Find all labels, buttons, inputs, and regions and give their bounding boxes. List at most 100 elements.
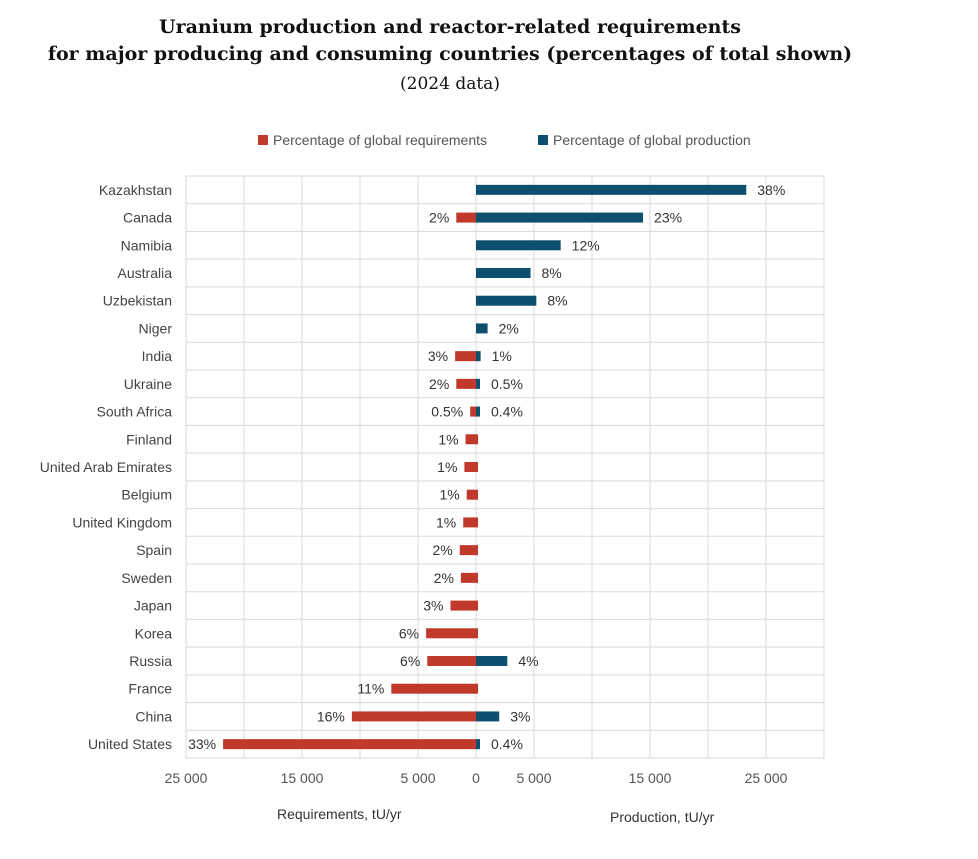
bar-requirements — [426, 628, 478, 639]
data-label-requirements: 0.5% — [431, 404, 463, 420]
category-label: Russia — [129, 653, 172, 669]
bar-production — [476, 378, 480, 389]
data-label-requirements: 1% — [439, 487, 459, 503]
data-label-requirements: 2% — [433, 542, 453, 558]
category-label: United Arab Emirates — [40, 459, 172, 475]
data-label-production: 1% — [492, 348, 512, 364]
data-label-requirements: 2% — [429, 210, 449, 226]
x-tick-label: 15 000 — [629, 770, 672, 786]
x-tick-label: 25 000 — [745, 770, 788, 786]
legend-item-requirements: Percentage of global requirements — [258, 132, 487, 148]
bar-requirements — [470, 406, 478, 417]
data-label-requirements: 6% — [400, 653, 420, 669]
data-label-production: 0.4% — [491, 736, 523, 752]
legend-swatch-production — [538, 135, 548, 145]
data-label-requirements: 3% — [428, 348, 448, 364]
category-label: United Kingdom — [72, 514, 172, 530]
category-label: Belgium — [121, 487, 172, 503]
data-label-production: 4% — [518, 653, 538, 669]
category-label: South Africa — [97, 404, 173, 420]
bar-production — [476, 406, 480, 417]
legend-label-production: Percentage of global production — [553, 132, 751, 148]
data-label-requirements: 16% — [317, 708, 345, 724]
x-axis-title-left: Requirements, tU/yr — [277, 806, 402, 822]
bar-requirements — [223, 739, 478, 750]
labels: 25 000 15 000 5 000 0 5 000 15 000 25 000 Kazak… — [40, 182, 788, 786]
data-label-requirements: 33% — [188, 736, 216, 752]
legend: Percentage of global requirements Percen… — [0, 132, 978, 152]
bar-production — [476, 656, 508, 666]
bar-production — [476, 739, 480, 750]
bar-requirements — [456, 212, 478, 223]
chart-title: Uranium production and reactor-related r… — [0, 14, 900, 68]
data-label-production: 0.4% — [491, 404, 523, 420]
bar-requirements — [466, 489, 478, 500]
category-label: India — [142, 348, 173, 364]
bar-requirements — [351, 711, 478, 722]
data-label-requirements: 1% — [438, 431, 458, 447]
grid — [185, 175, 825, 759]
data-label-requirements: 1% — [436, 514, 456, 530]
bar-production — [476, 323, 488, 334]
x-axis-title-right: Production, tU/yr — [610, 809, 715, 825]
bar-production — [476, 240, 561, 251]
bar-production — [476, 295, 537, 306]
category-label: Spain — [136, 542, 172, 558]
bar-requirements — [465, 434, 478, 445]
category-label: Australia — [118, 265, 173, 281]
data-label-production: 38% — [757, 182, 785, 198]
category-label: Niger — [139, 320, 173, 336]
data-label-requirements: 6% — [399, 625, 419, 641]
x-tick-label: 25 000 — [165, 770, 208, 786]
bar-requirements — [450, 600, 478, 611]
data-label-requirements: 2% — [429, 376, 449, 392]
bar-requirements — [459, 545, 478, 556]
bar-requirements — [464, 462, 478, 472]
bar-requirements — [463, 517, 478, 528]
category-label: Namibia — [121, 237, 173, 253]
bars — [223, 184, 747, 750]
category-label: Finland — [126, 431, 172, 447]
category-label: Japan — [134, 598, 172, 614]
bar-requirements — [427, 656, 478, 666]
bar-production — [476, 711, 500, 722]
legend-item-production: Percentage of global production — [538, 132, 751, 148]
bar-production — [476, 351, 481, 362]
data-label-requirements: 1% — [437, 459, 457, 475]
chart-subtitle: (2024 data) — [400, 74, 500, 94]
x-tick-label: 5 000 — [400, 770, 435, 786]
title-line-1: Uranium production and reactor-related r… — [159, 16, 741, 38]
category-label: Uzbekistan — [103, 293, 172, 309]
bar-production — [476, 184, 747, 195]
category-label: Sweden — [121, 570, 172, 586]
legend-label-requirements: Percentage of global requirements — [273, 132, 488, 148]
data-label-production: 2% — [499, 320, 519, 336]
bar-production — [476, 212, 644, 223]
data-label-requirements: 3% — [423, 598, 443, 614]
data-label-production: 8% — [547, 293, 567, 309]
data-label-production: 0.5% — [491, 376, 523, 392]
bar-requirements — [456, 378, 478, 389]
bar-requirements — [460, 572, 478, 583]
data-label-production: 3% — [510, 708, 530, 724]
data-label-production: 8% — [542, 265, 562, 281]
category-label: Korea — [135, 625, 173, 641]
plot-border — [185, 175, 825, 759]
bar-requirements — [455, 351, 478, 362]
data-label-production: 12% — [572, 237, 600, 253]
title-line-2: for major producing and consuming countr… — [47, 43, 853, 65]
category-label: Canada — [123, 210, 172, 226]
x-tick-label: 0 — [472, 770, 480, 786]
data-label-requirements: 11% — [357, 681, 384, 697]
data-label-requirements: 2% — [434, 570, 454, 586]
data-label-production: 23% — [654, 210, 682, 226]
x-tick-label: 5 000 — [516, 770, 551, 786]
bar-production — [476, 268, 531, 278]
category-label: Kazakhstan — [99, 182, 172, 198]
bar-requirements — [391, 683, 478, 694]
legend-swatch-requirements — [258, 135, 268, 145]
category-label: France — [128, 681, 172, 697]
category-label: China — [135, 708, 172, 724]
category-label: United States — [88, 736, 172, 752]
